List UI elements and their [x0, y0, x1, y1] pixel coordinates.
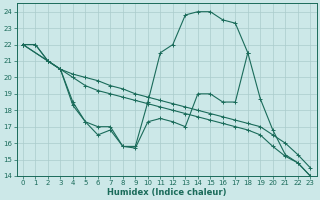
X-axis label: Humidex (Indice chaleur): Humidex (Indice chaleur)	[107, 188, 226, 197]
